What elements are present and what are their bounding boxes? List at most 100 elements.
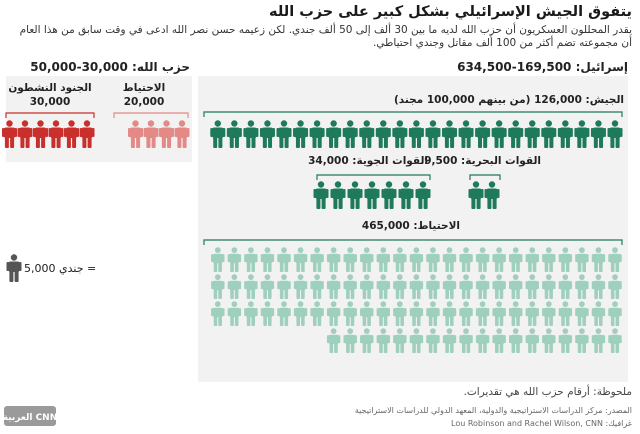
soldier-icon	[442, 328, 457, 353]
soldier-icon	[525, 328, 539, 353]
soldier-icon	[244, 274, 258, 299]
soldier-icon	[347, 181, 363, 209]
soldier-icon	[381, 181, 397, 209]
hezbollah-header: حزب الله: 30,000-50,000	[30, 60, 190, 74]
soldier-icon	[260, 274, 275, 299]
soldier-icon	[293, 120, 309, 148]
soldier-icon	[525, 274, 539, 299]
soldier-icon	[326, 274, 341, 299]
soldier-icon	[475, 274, 490, 299]
soldier-icon	[408, 120, 424, 148]
soldier-icon	[558, 328, 573, 353]
soldier-icon	[426, 301, 440, 326]
soldier-icon	[484, 181, 500, 209]
soldier-icon	[492, 301, 506, 326]
soldier-icon	[409, 274, 424, 299]
credit: غرافيك: Lou Robinson and Rachel Wilson, …	[451, 419, 632, 428]
soldier-icon	[558, 247, 573, 272]
soldier-icon	[143, 120, 159, 148]
soldier-icon	[376, 274, 390, 299]
navy-label: القوات البحرية: 9,500	[424, 155, 541, 167]
chart-subtitle: يقدر المحللون العسكريون أن حزب الله لديه…	[19, 24, 632, 49]
soldier-icon	[398, 181, 414, 209]
soldier-icon	[442, 247, 457, 272]
soldier-icon	[310, 274, 324, 299]
soldier-icon	[392, 120, 408, 148]
soldier-icon	[277, 274, 291, 299]
soldier-icon	[591, 301, 606, 326]
soldier-icon	[608, 328, 622, 353]
soldier-icon	[524, 120, 540, 148]
soldier-icon	[475, 301, 490, 326]
bracket-4	[5, 112, 95, 118]
airforce-label: القوات الجوية: 34,000	[308, 155, 428, 167]
soldier-icon	[509, 247, 523, 272]
bracket-2	[469, 174, 501, 180]
soldier-icon	[326, 247, 341, 272]
soldier-icon	[375, 120, 391, 148]
soldier-icon	[459, 274, 473, 299]
soldier-icon	[343, 274, 357, 299]
soldier-icon	[259, 120, 275, 148]
soldier-icon	[492, 247, 506, 272]
soldier-icon	[525, 301, 539, 326]
bracket-1	[316, 174, 431, 180]
soldier-icon	[558, 301, 573, 326]
soldier-icon	[330, 181, 346, 209]
soldier-icon	[277, 301, 291, 326]
army-label: الجيش: 126,000 (من بينهم 100,000 مجند)	[393, 94, 624, 106]
soldier-icon	[393, 301, 407, 326]
soldier-icon	[475, 328, 490, 353]
hz-reserve-label: الاحتياط	[122, 82, 166, 94]
soldier-icon	[509, 274, 523, 299]
hz-reserve-value: 20,000	[123, 96, 165, 108]
soldier-icon	[608, 247, 622, 272]
legend-soldier-icon	[6, 254, 22, 282]
soldier-icon	[557, 120, 573, 148]
soldier-icon	[468, 181, 484, 209]
soldier-icon	[310, 247, 324, 272]
soldier-icon	[244, 247, 258, 272]
soldier-icon	[542, 274, 556, 299]
soldier-icon	[376, 247, 390, 272]
soldier-icon	[409, 247, 424, 272]
bracket-0	[203, 111, 623, 117]
soldier-icon	[542, 301, 556, 326]
hz-active-label: الجنود النشطون	[8, 82, 92, 94]
soldier-icon	[159, 120, 174, 148]
soldier-icon	[364, 181, 380, 209]
soldier-icon	[591, 274, 606, 299]
soldier-icon	[409, 328, 424, 353]
soldier-icon	[558, 274, 573, 299]
soldier-icon	[359, 120, 375, 148]
soldier-icon	[376, 328, 390, 353]
soldier-icon	[326, 120, 342, 148]
soldier-icon	[574, 120, 590, 148]
note: ملحوظة: أرقام حزب الله هي تقديرات.	[463, 386, 632, 398]
soldier-icon	[243, 120, 259, 148]
soldier-icon	[459, 328, 473, 353]
soldier-icon	[33, 120, 48, 148]
soldier-icon	[227, 247, 242, 272]
soldier-icon	[458, 120, 474, 148]
soldier-icon	[442, 274, 457, 299]
soldier-icon	[492, 274, 506, 299]
soldier-icon	[227, 274, 242, 299]
israel-panel	[198, 76, 628, 382]
soldier-icon	[575, 301, 589, 326]
soldier-icon	[459, 247, 473, 272]
soldier-icon	[293, 247, 308, 272]
soldier-icon	[211, 247, 225, 272]
soldier-icon	[360, 328, 374, 353]
soldier-icon	[575, 274, 589, 299]
soldier-icon	[525, 247, 539, 272]
israel-header: إسرائيل: 169,500-634,500	[457, 60, 628, 74]
soldier-icon	[64, 120, 79, 148]
soldier-icon	[491, 120, 507, 148]
soldier-icon	[426, 274, 440, 299]
soldier-icon	[459, 301, 473, 326]
cnn-arabic-logo: CNN العربية	[4, 406, 56, 426]
soldier-icon	[475, 120, 491, 148]
soldier-icon	[426, 247, 440, 272]
soldier-icon	[244, 301, 258, 326]
